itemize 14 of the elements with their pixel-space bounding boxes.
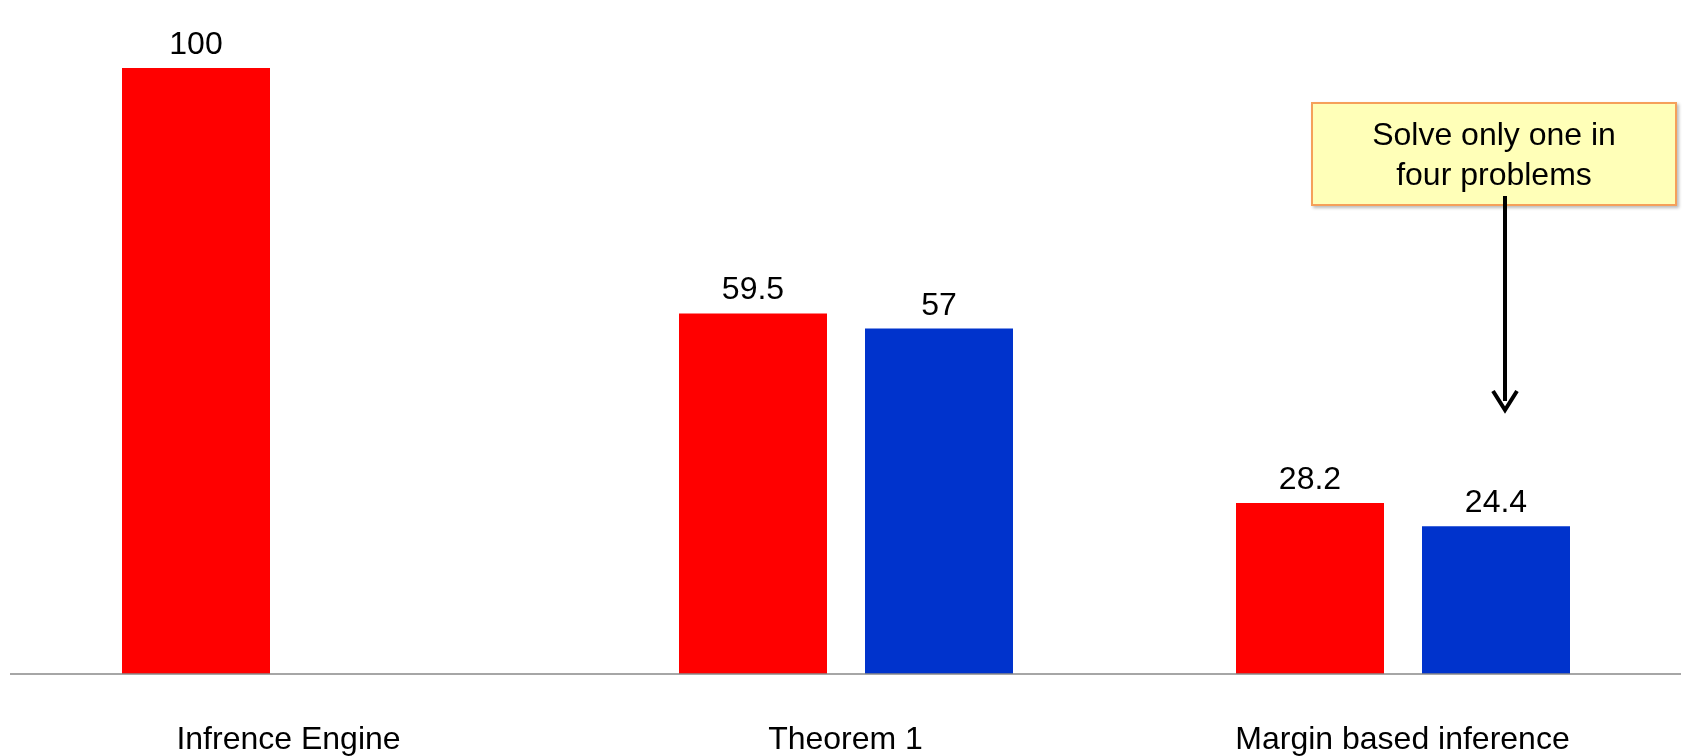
bar (122, 68, 270, 674)
data-label: 28.2 (1278, 460, 1342, 497)
bar (865, 328, 1013, 674)
callout-box: Solve only one in four problems (1311, 102, 1677, 206)
bar (1236, 503, 1384, 674)
bar (1422, 526, 1570, 674)
x-tick-label: Infrence Engine (176, 719, 401, 756)
data-label: 24.4 (1464, 483, 1528, 520)
bar (679, 313, 827, 674)
x-tick-label: Margin based inference (1235, 719, 1570, 756)
data-label: 100 (169, 25, 223, 61)
data-label: 59.5 (721, 270, 785, 307)
x-tick-label: Theorem 1 (768, 719, 923, 756)
data-label: 57 (921, 285, 957, 322)
